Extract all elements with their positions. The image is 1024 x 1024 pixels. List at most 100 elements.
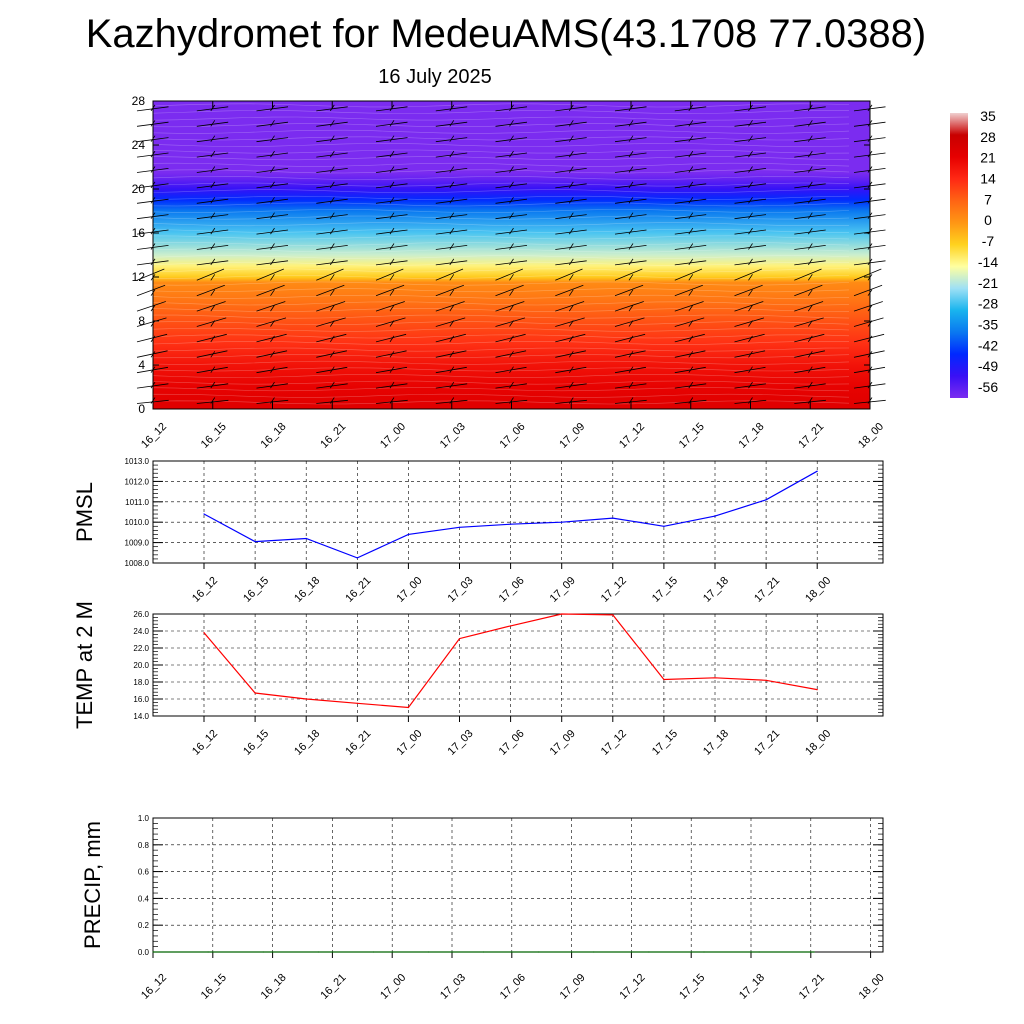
wind-barb bbox=[256, 350, 288, 358]
wind-barb-flag bbox=[688, 243, 694, 250]
cross-section-panel: 0 4 8 12 16 20 24 28 16_12 16_15 16_18 16_21 17_00 17… bbox=[132, 94, 886, 451]
x-tick-label: 17_09 bbox=[557, 421, 587, 451]
y-tick-label: 0.8 bbox=[138, 841, 150, 850]
x-tick-label: 16_21 bbox=[318, 972, 348, 1002]
temperature-contour bbox=[152, 110, 850, 114]
wind-barb-flag bbox=[807, 335, 813, 343]
wind-barb bbox=[794, 350, 825, 358]
x-tick-label: 17_03 bbox=[438, 972, 468, 1002]
wind-barb-flag bbox=[628, 227, 634, 235]
x-tick-label: 17_09 bbox=[558, 972, 588, 1002]
wind-barb bbox=[316, 268, 344, 281]
wind-barb bbox=[435, 350, 467, 358]
x-tick-label: 17_03 bbox=[446, 575, 476, 605]
data-point bbox=[648, 951, 650, 953]
data-point bbox=[305, 537, 307, 540]
x-tick-label: 17_12 bbox=[599, 728, 629, 758]
wind-barb-flag bbox=[688, 150, 694, 158]
x-tick-label: 17_00 bbox=[394, 575, 424, 605]
wind-barb-flag bbox=[329, 258, 335, 266]
x-tick-label: 16_21 bbox=[318, 421, 348, 451]
x-tick-label: 17_21 bbox=[752, 575, 782, 605]
wind-barb-flag bbox=[270, 304, 275, 312]
temperature-contour bbox=[152, 156, 850, 161]
wind-barb-flag bbox=[568, 166, 574, 173]
y-tick-label: 0 bbox=[138, 402, 145, 416]
data-point bbox=[510, 523, 512, 525]
data-point bbox=[538, 951, 540, 953]
wind-barb bbox=[734, 333, 765, 343]
wind-barb bbox=[614, 284, 644, 297]
wind-barb bbox=[256, 317, 287, 327]
wind-barb-flag bbox=[210, 366, 216, 373]
wind-barb-flag bbox=[628, 366, 634, 373]
y-axis-label: TEMP at 2 M bbox=[72, 601, 97, 729]
wind-barb-flag bbox=[210, 351, 216, 358]
y-tick-label: 16 bbox=[132, 226, 146, 240]
data-point bbox=[356, 557, 358, 559]
wind-barb bbox=[734, 317, 765, 327]
wind-barb-flag bbox=[389, 366, 395, 373]
temperature-contour bbox=[152, 136, 850, 141]
wind-barb-flag bbox=[389, 258, 395, 266]
wind-barb-flag bbox=[628, 274, 634, 281]
wind-barb-flag bbox=[210, 335, 216, 343]
wind-barb-flag bbox=[688, 351, 694, 358]
panel-frame bbox=[152, 460, 884, 564]
y-tick-label: 26.0 bbox=[133, 610, 149, 619]
panel-frame bbox=[152, 613, 884, 717]
x-tick-label: 17_06 bbox=[498, 421, 528, 451]
wind-barb bbox=[853, 284, 883, 297]
wind-barb-flag bbox=[568, 181, 574, 189]
wind-barb bbox=[555, 317, 585, 327]
wind-barb-flag bbox=[329, 197, 335, 204]
wind-barb-flag bbox=[270, 351, 275, 358]
wind-barb-flag bbox=[449, 212, 455, 219]
wind-barb-flag bbox=[807, 150, 813, 158]
wind-barb-flag bbox=[807, 351, 813, 358]
wind-barb-flag bbox=[449, 181, 455, 189]
wind-barb-flag bbox=[210, 397, 216, 404]
wind-barb bbox=[196, 350, 228, 358]
wind-barb bbox=[853, 350, 885, 358]
wind-barb-flag bbox=[449, 274, 455, 281]
chart-title: Kazhydromet for MedeuAMS(43.1708 77.0388… bbox=[85, 12, 927, 56]
wind-barb bbox=[375, 333, 407, 343]
wind-barb bbox=[674, 284, 703, 297]
data-point bbox=[317, 951, 319, 953]
wind-barb-flag bbox=[748, 135, 753, 142]
data-point bbox=[561, 613, 563, 615]
wind-barb-flag bbox=[329, 212, 335, 219]
wind-barb-flag bbox=[748, 289, 753, 296]
temperature-contour bbox=[152, 103, 850, 108]
wind-barb-flag bbox=[329, 150, 335, 158]
wind-barb bbox=[256, 268, 284, 281]
wind-barb-flag bbox=[628, 243, 634, 250]
wind-barb-flag bbox=[270, 381, 275, 389]
wind-barb-flag bbox=[329, 304, 335, 312]
wind-barb-flag bbox=[210, 197, 216, 204]
data-point bbox=[254, 692, 256, 694]
temperature-contour bbox=[152, 393, 850, 398]
pmsl-panel: 1008.0 1009.0 1010.0 1011.0 1012.0 1013.0 16_1… bbox=[72, 457, 884, 605]
wind-barb-flag bbox=[568, 397, 574, 404]
wind-barb-flag bbox=[210, 166, 216, 173]
wind-barb-flag bbox=[449, 320, 455, 327]
wind-barb-flag bbox=[449, 227, 455, 235]
wind-barb bbox=[196, 317, 227, 327]
wind-barb-flag bbox=[389, 335, 395, 343]
wind-barb-flag bbox=[628, 351, 634, 358]
y-tick-label: 22.0 bbox=[133, 644, 149, 653]
wind-barb-flag bbox=[628, 258, 634, 266]
y-tick-label: 14.0 bbox=[133, 712, 149, 721]
wind-barb bbox=[614, 268, 643, 281]
wind-barb-flag bbox=[807, 289, 813, 296]
wind-barb-flag bbox=[568, 289, 574, 296]
wind-barb-flag bbox=[688, 135, 694, 142]
wind-barb-flag bbox=[688, 397, 694, 404]
wind-barb-flag bbox=[509, 166, 514, 173]
x-tick-label: 17_06 bbox=[498, 972, 528, 1002]
x-tick-label: 16_18 bbox=[292, 575, 322, 605]
temperature-contour bbox=[152, 195, 850, 200]
wind-barb bbox=[614, 317, 645, 327]
